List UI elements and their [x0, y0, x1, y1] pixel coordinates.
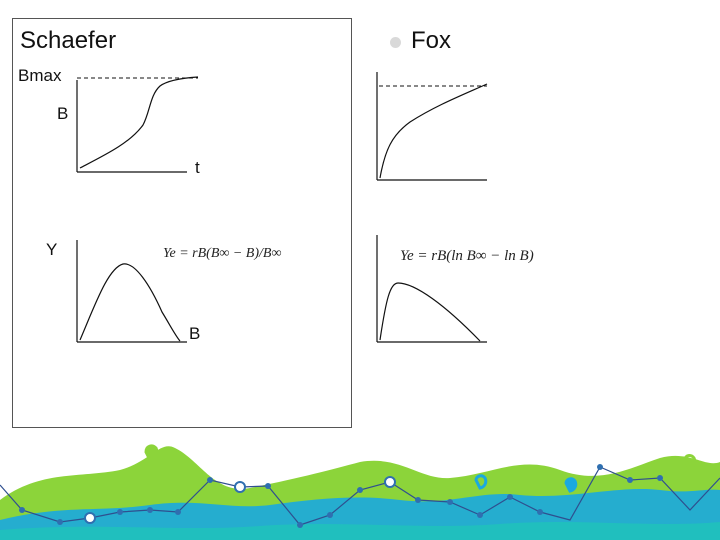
- bullet-icon: [390, 37, 401, 48]
- network-node: [297, 522, 303, 528]
- network-node: [265, 483, 271, 489]
- fox-title: Fox: [411, 27, 452, 54]
- schaefer-panel: [12, 18, 352, 428]
- schaefer-title: Schaefer: [20, 27, 117, 54]
- logistic-curve: [79, 76, 199, 169]
- ring-node: [384, 476, 396, 488]
- network-node: [447, 499, 453, 505]
- network-node: [657, 475, 663, 481]
- teal-wave: [0, 522, 720, 540]
- schaefer-growth-plot: [76, 76, 199, 173]
- t-axis-label: t: [195, 158, 200, 177]
- network-node: [19, 507, 25, 513]
- network-node: [357, 487, 363, 493]
- b-x-axis-label: B: [189, 324, 201, 343]
- blue-drop: [474, 474, 488, 490]
- network-node: [597, 464, 603, 470]
- fox-yield-plot: [376, 235, 487, 343]
- network-nodes: [19, 464, 663, 528]
- teardrop-shapes: [144, 444, 697, 493]
- network-node: [57, 519, 63, 525]
- fox-growth-plot: [376, 72, 488, 181]
- decorative-footer: [0, 446, 720, 540]
- network-ring-nodes: [84, 476, 396, 524]
- bmax-label: Bmax: [18, 66, 62, 85]
- green-drop: [144, 444, 159, 462]
- ring-node: [234, 481, 246, 493]
- network-node: [207, 477, 213, 483]
- schaefer-formula: Ye = rB(B∞ − B)/B∞: [163, 246, 282, 261]
- schaefer-yield-plot: [76, 240, 187, 343]
- fox-growth-curve: [379, 83, 488, 179]
- b-axis-label: B: [57, 104, 69, 123]
- blue-filled-drop: [564, 477, 578, 493]
- network-node: [147, 507, 153, 513]
- network-node: [627, 477, 633, 483]
- network-node: [477, 512, 483, 518]
- ring-node: [84, 512, 96, 524]
- network-node: [415, 497, 421, 503]
- network-node: [175, 509, 181, 515]
- y-axis-label: Y: [46, 240, 58, 259]
- network-node: [327, 512, 333, 518]
- fox-formula: Ye = rB(ln B∞ − ln B): [400, 248, 534, 264]
- parabola-curve: [79, 263, 181, 342]
- green-ring-drop: [683, 454, 697, 470]
- fox-yield-curve: [379, 282, 481, 342]
- network-node: [507, 494, 513, 500]
- network-node: [117, 509, 123, 515]
- network-node: [537, 509, 543, 515]
